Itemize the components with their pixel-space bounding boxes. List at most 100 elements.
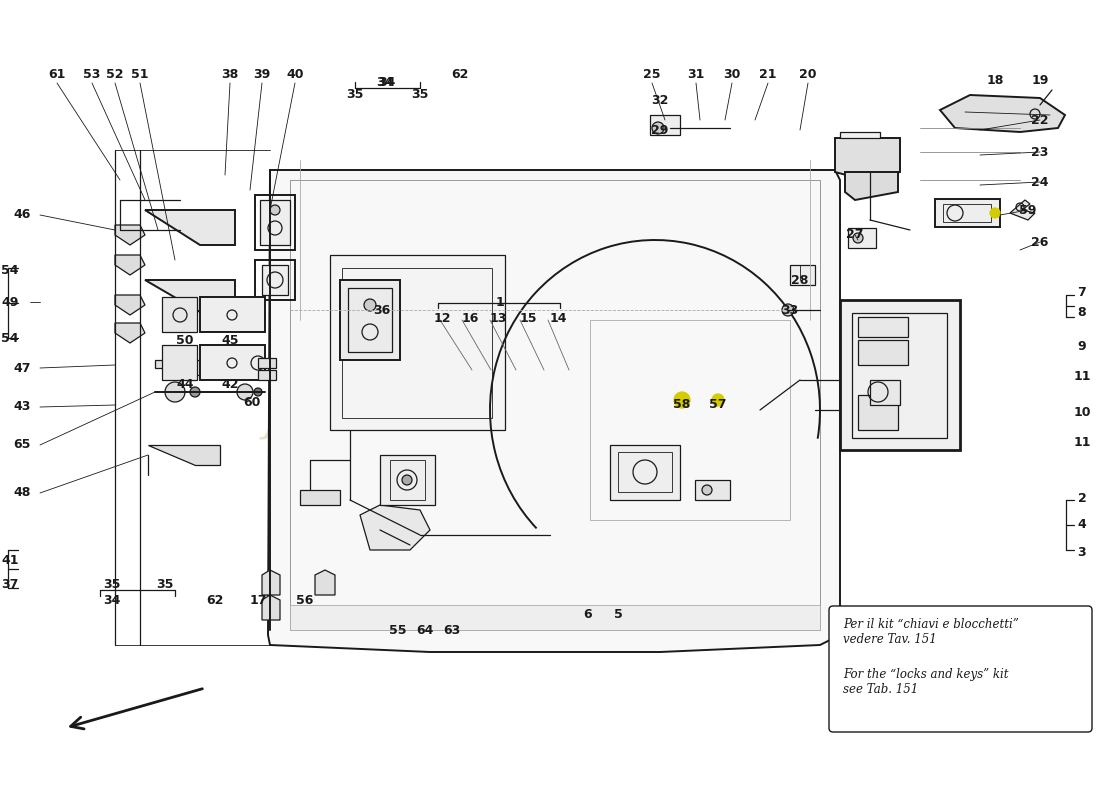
Text: 31: 31 xyxy=(688,69,705,82)
Text: 54: 54 xyxy=(1,331,19,345)
Bar xyxy=(348,288,392,352)
Bar xyxy=(258,358,276,368)
Text: 46: 46 xyxy=(13,209,31,222)
Circle shape xyxy=(165,382,185,402)
Polygon shape xyxy=(268,170,840,652)
Bar xyxy=(200,297,265,332)
Text: 3: 3 xyxy=(1078,546,1087,559)
Bar xyxy=(255,195,295,250)
Polygon shape xyxy=(940,95,1065,132)
Text: 12: 12 xyxy=(433,311,451,325)
Polygon shape xyxy=(116,295,145,315)
Bar xyxy=(390,460,425,500)
Bar xyxy=(590,320,790,520)
Bar xyxy=(330,255,505,430)
Text: 32: 32 xyxy=(651,94,669,106)
Bar xyxy=(618,452,672,492)
Text: 34: 34 xyxy=(103,594,121,606)
Text: 25: 25 xyxy=(644,69,661,82)
Text: 35: 35 xyxy=(156,578,174,591)
Bar xyxy=(943,204,991,222)
Circle shape xyxy=(702,485,712,495)
Text: 48: 48 xyxy=(13,486,31,499)
Text: 11: 11 xyxy=(1074,435,1091,449)
Text: 29: 29 xyxy=(651,123,669,137)
Text: 44: 44 xyxy=(176,378,194,391)
Bar xyxy=(858,395,898,430)
Polygon shape xyxy=(845,172,898,200)
Text: 39: 39 xyxy=(253,69,271,82)
Text: 41: 41 xyxy=(1,554,19,566)
Polygon shape xyxy=(835,138,900,180)
Polygon shape xyxy=(145,210,235,245)
Bar xyxy=(935,199,1000,227)
Bar xyxy=(610,445,680,500)
Circle shape xyxy=(990,208,1000,218)
Polygon shape xyxy=(360,505,430,550)
Text: 50: 50 xyxy=(176,334,194,346)
Text: 51: 51 xyxy=(131,69,149,82)
Text: 38: 38 xyxy=(221,69,239,82)
Text: 34: 34 xyxy=(376,75,394,89)
Text: 35: 35 xyxy=(103,578,121,591)
Text: 24: 24 xyxy=(1032,175,1048,189)
Polygon shape xyxy=(145,280,235,312)
Circle shape xyxy=(254,388,262,396)
Bar xyxy=(870,380,900,405)
Bar xyxy=(858,317,907,337)
Text: 49: 49 xyxy=(1,295,19,309)
Polygon shape xyxy=(315,570,336,595)
Circle shape xyxy=(782,304,794,316)
Text: 37: 37 xyxy=(1,578,19,591)
Bar xyxy=(858,340,907,365)
Bar xyxy=(162,345,197,380)
Text: 26: 26 xyxy=(1032,235,1048,249)
Circle shape xyxy=(652,122,664,134)
Text: 60: 60 xyxy=(243,395,261,409)
Text: 40: 40 xyxy=(286,69,304,82)
Bar xyxy=(852,313,947,438)
Circle shape xyxy=(674,392,690,408)
Circle shape xyxy=(236,384,253,400)
Text: 21: 21 xyxy=(759,69,777,82)
Polygon shape xyxy=(116,255,145,275)
Text: 19: 19 xyxy=(1032,74,1048,86)
Text: 64: 64 xyxy=(416,623,433,637)
Circle shape xyxy=(364,299,376,311)
Text: 15: 15 xyxy=(519,311,537,325)
Text: 7: 7 xyxy=(1078,286,1087,298)
Text: 20: 20 xyxy=(800,69,816,82)
Text: 47: 47 xyxy=(13,362,31,374)
Polygon shape xyxy=(262,595,280,620)
Text: 2: 2 xyxy=(1078,491,1087,505)
Text: 53: 53 xyxy=(84,69,101,82)
Text: 23: 23 xyxy=(1032,146,1048,158)
Bar xyxy=(342,268,492,418)
Text: 13: 13 xyxy=(490,311,507,325)
Text: 8: 8 xyxy=(1078,306,1087,318)
Circle shape xyxy=(190,387,200,397)
Bar xyxy=(840,300,960,450)
Bar xyxy=(650,115,680,135)
Polygon shape xyxy=(840,132,880,138)
Text: 22: 22 xyxy=(1032,114,1048,126)
Text: 28: 28 xyxy=(791,274,808,286)
Text: For the “locks and keys” kit
see Tab. 151: For the “locks and keys” kit see Tab. 15… xyxy=(843,668,1009,696)
Text: 34: 34 xyxy=(378,75,396,89)
Circle shape xyxy=(712,394,724,406)
Polygon shape xyxy=(262,570,280,595)
Polygon shape xyxy=(290,605,820,630)
Bar xyxy=(790,265,815,285)
Text: 1: 1 xyxy=(496,297,505,310)
Text: 42: 42 xyxy=(221,378,239,391)
Polygon shape xyxy=(155,360,205,375)
Text: 6: 6 xyxy=(584,609,592,622)
Text: 11: 11 xyxy=(1074,370,1091,383)
Bar xyxy=(260,200,290,245)
Text: 14: 14 xyxy=(549,311,566,325)
Polygon shape xyxy=(1010,200,1035,220)
Bar xyxy=(162,297,197,332)
Text: 63: 63 xyxy=(443,623,461,637)
Text: 18: 18 xyxy=(987,74,1003,86)
Text: 58: 58 xyxy=(673,398,691,411)
